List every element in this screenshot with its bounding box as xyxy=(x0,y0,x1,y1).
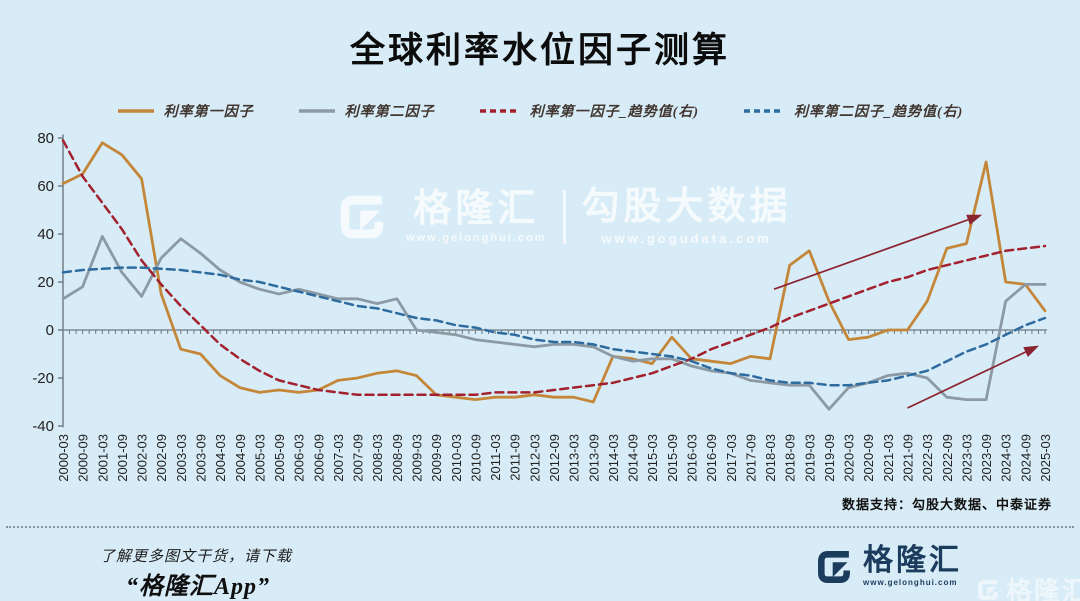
trend-arrow-line xyxy=(907,351,1026,409)
x-axis-tick-label: 2024-03 xyxy=(999,434,1014,482)
y-axis-tick-label: -40 xyxy=(32,418,54,435)
legend-dashed-swatch-icon xyxy=(744,109,784,113)
x-axis-tick-label: 2005-09 xyxy=(272,434,287,482)
x-axis-tick-label: 2014-09 xyxy=(626,434,641,482)
legend-dashed-swatch-icon xyxy=(479,109,520,113)
x-axis-tick-label: 2020-03 xyxy=(842,434,857,482)
x-axis-tick-label: 2009-09 xyxy=(429,434,444,482)
x-axis-tick-label: 2012-09 xyxy=(547,434,562,482)
x-axis-tick-label: 2015-03 xyxy=(645,434,660,482)
series-line-0 xyxy=(61,141,1047,404)
x-axis-tick-label: 2023-03 xyxy=(959,434,974,482)
chart-legend: 利率第一因子 利率第二因子 利率第一因子_趋势值(右) 利率第二因子_趋势值(右… xyxy=(0,101,1080,121)
x-axis-tick-label: 2007-09 xyxy=(351,434,366,482)
trend-arrow-line xyxy=(773,218,969,291)
x-axis-tick-label: 2008-09 xyxy=(390,434,405,482)
legend-item-factor2: 利率第二因子 xyxy=(298,101,435,121)
x-axis-tick-label: 2018-09 xyxy=(783,434,798,482)
x-axis-tick-label: 2001-03 xyxy=(95,434,110,482)
footer-divider xyxy=(6,526,1074,528)
trend-arrow-head xyxy=(966,214,983,225)
y-axis-tick-label: 80 xyxy=(37,130,54,147)
legend-label: 利率第一因子 xyxy=(163,105,254,120)
data-source-note: 数据支持：勾股大数据、中泰证券 xyxy=(841,497,1052,512)
x-axis-tick-label: 2015-09 xyxy=(665,434,680,482)
legend-item-trend1: 利率第一因子_趋势值(右) xyxy=(479,101,699,121)
x-axis-tick-label: 2025-03 xyxy=(1038,434,1053,482)
x-axis-tick-label: 2000-09 xyxy=(76,434,91,482)
trend-arrow-head xyxy=(1023,345,1040,357)
x-axis-tick-label: 2009-03 xyxy=(410,434,425,482)
footer-promo-text: 了解更多图文干货，请下载 xyxy=(100,549,293,565)
y-axis-tick-label: 40 xyxy=(37,226,54,243)
x-axis-tick-label: 2023-09 xyxy=(979,434,994,482)
x-axis-tick-label: 2016-03 xyxy=(685,434,700,482)
brand-text-block: 格隆汇 www.gelonghui.com xyxy=(863,546,962,587)
x-axis-tick-label: 2022-03 xyxy=(920,434,935,482)
x-axis-tick-label: 2012-03 xyxy=(527,434,542,482)
x-axis-tick-label: 2010-03 xyxy=(449,434,464,482)
x-axis-tick-label: 2019-03 xyxy=(802,434,817,482)
x-axis-tick-label: 2016-09 xyxy=(704,434,719,482)
x-axis-tick-label: 2006-09 xyxy=(311,434,326,482)
x-axis-tick-label: 2000-03 xyxy=(56,434,71,482)
x-axis-tick-label: 2003-09 xyxy=(194,434,209,482)
y-axis-tick-label: 20 xyxy=(37,274,54,291)
x-axis-tick-label: 2003-03 xyxy=(174,434,189,482)
x-axis-tick-label: 2010-09 xyxy=(468,434,483,482)
series-line-3 xyxy=(61,266,1047,387)
footer-app-name: “格隆汇App” xyxy=(126,574,271,600)
brand-name: 格隆汇 xyxy=(863,544,962,577)
x-axis-tick-label: 2024-09 xyxy=(1018,434,1033,482)
x-axis-tick-label: 2005-03 xyxy=(252,434,267,482)
x-axis-tick-label: 2017-03 xyxy=(724,434,739,482)
x-axis-tick-label: 2004-03 xyxy=(213,434,228,482)
brand-url: www.gelonghui.com xyxy=(863,578,958,587)
x-axis-tick-label: 2021-09 xyxy=(901,434,916,482)
x-axis-tick-label: 2019-09 xyxy=(822,434,837,482)
x-axis-tick-label: 2018-03 xyxy=(763,434,778,482)
x-axis-tick-label: 2022-09 xyxy=(940,434,955,482)
x-axis-tick-label: 2007-03 xyxy=(331,434,346,482)
y-axis-tick-label: -20 xyxy=(32,370,54,387)
legend-line-swatch-icon xyxy=(298,109,335,113)
x-axis-tick-label: 2011-09 xyxy=(508,434,523,481)
x-axis-tick-label: 2020-09 xyxy=(861,434,876,482)
x-axis-tick-label: 2004-09 xyxy=(233,434,248,482)
gelonghui-logo-icon xyxy=(818,551,850,583)
x-axis-tick-label: 2013-09 xyxy=(586,434,601,482)
legend-label: 利率第一因子_趋势值(右) xyxy=(529,105,699,120)
y-axis-tick-label: 60 xyxy=(37,178,54,195)
series-line-1 xyxy=(61,234,1047,411)
x-axis-tick-label: 2002-09 xyxy=(154,434,169,482)
x-axis-tick-label: 2013-03 xyxy=(567,434,582,482)
legend-line-swatch-icon xyxy=(117,109,154,113)
page-title: 全球利率水位因子测算 xyxy=(349,31,730,70)
x-axis-tick-label: 2021-03 xyxy=(881,434,896,482)
x-axis-tick-label: 2006-03 xyxy=(292,434,307,482)
x-axis-tick-label: 2014-03 xyxy=(606,434,621,482)
x-axis-tick-label: 2017-09 xyxy=(743,434,758,482)
gelonghui-brand-logo: 格隆汇 www.gelonghui.com xyxy=(813,546,962,588)
legend-item-trend2: 利率第二因子_趋势值(右) xyxy=(743,101,963,121)
legend-label: 利率第二因子 xyxy=(344,105,435,120)
series-line-2 xyxy=(61,139,1047,397)
x-axis-tick-label: 2002-03 xyxy=(135,434,150,482)
y-axis-tick-label: 0 xyxy=(46,322,54,339)
legend-item-factor1: 利率第一因子 xyxy=(117,101,254,121)
x-axis-tick-label: 2008-03 xyxy=(370,434,385,482)
x-axis-tick-label: 2011-03 xyxy=(488,434,503,481)
legend-label: 利率第二因子_趋势值(右) xyxy=(794,105,964,120)
x-axis-tick-label: 2001-09 xyxy=(115,434,130,482)
